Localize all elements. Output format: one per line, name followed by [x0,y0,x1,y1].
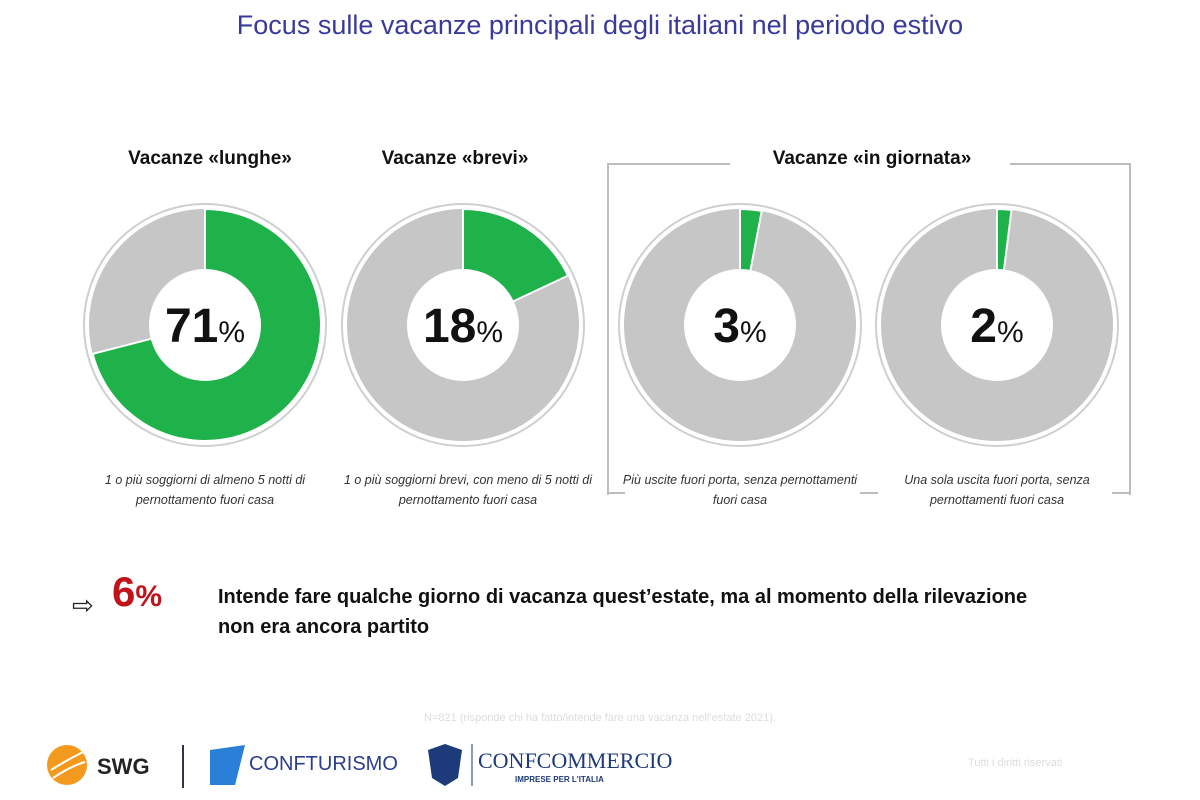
bracket-bottom-left [607,492,625,494]
donut-hole [407,269,519,381]
callout-text: Intende fare qualche giorno di vacanza q… [218,586,1028,638]
header-brevi: Vacanze «brevi» [381,148,529,169]
caption-una-uscita: Una sola uscita fuori porta, senza perno… [904,473,1090,507]
footnote: N=821 (risponde chi ha fatto/intende far… [424,712,776,724]
caption-brevi: 1 o più soggiorni brevi, con meno di 5 n… [343,473,593,507]
confturismo-logo: CONFTURISMO [205,740,410,795]
donut-hole [684,269,796,381]
svg-text:CONFTURISMO: CONFTURISMO [249,753,398,775]
bracket-bottom-right [1112,492,1129,494]
caption-lunghe: 1 o più soggiorni di almeno 5 notti di p… [104,473,306,507]
donut-hole [149,269,261,381]
donut-hole [941,269,1053,381]
svg-text:SWG: SWG [97,754,150,779]
confcommercio-logo: CONFCOMMERCIO IMPRESE PER L'ITALIA [420,740,680,795]
donut-value-label: 3% [713,300,766,353]
caption-piu-uscite: Più uscite fuori porta, senza pernottame… [622,473,858,507]
arrow-right-icon: ⇨ [72,590,94,620]
page-title: Focus sulle vacanze principali degli ita… [236,10,964,40]
svg-text:CONFCOMMERCIO: CONFCOMMERCIO [478,748,672,773]
swg-logo: SWG [45,740,185,795]
header-giornata: Vacanze «in giornata» [772,148,972,169]
bracket-gap [730,150,1010,180]
donut-value-label: 2% [970,300,1023,353]
callout-value: 6% [112,568,163,615]
bracket-bottom-mid [860,492,878,494]
svg-text:IMPRESE PER L'ITALIA: IMPRESE PER L'ITALIA [515,775,604,784]
rights-text: Tutti i diritti riservati [968,757,1063,769]
header-lunghe: Vacanze «lunghe» [128,148,292,169]
